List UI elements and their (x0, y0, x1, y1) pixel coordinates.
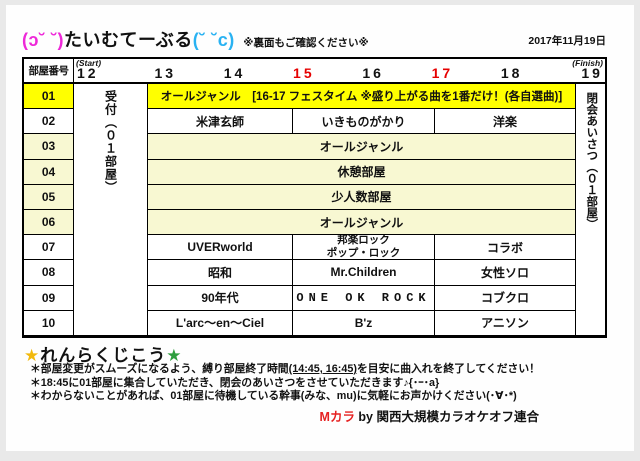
hour-ticks: 12 13 14 15 16 17 18 19 (74, 66, 603, 82)
hour-tick: 15 (293, 65, 315, 81)
slot-cell: L'arc～en～Ciel (148, 310, 293, 336)
slot-cell: 90年代 (148, 285, 293, 311)
room-number-cell: 03 (24, 134, 74, 160)
closing-remarks-column: 閉会あいさつ（０１部屋） (576, 84, 605, 336)
star-icon: ★ (24, 346, 41, 365)
room-number-cell: 09 (24, 285, 74, 311)
room-number-cell: 01 (24, 84, 74, 110)
reception-column: 受付（０１部屋） (74, 84, 148, 336)
room-number-cell: 07 (24, 235, 74, 261)
room-number-cell: 10 (24, 310, 74, 336)
finish-label: (Finish) (572, 59, 603, 68)
slot-cell: いきものがかり (293, 109, 435, 135)
merged-slot-cell: オールジャンル [16-17 フェスタイム ※盛り上がる曲を1番だけ！(各自選曲… (148, 84, 576, 110)
hour-tick: 19 (581, 65, 603, 81)
hour-tick: 18 (500, 65, 523, 81)
room-number-cell: 04 (24, 159, 74, 185)
room-number-cell: 06 (24, 210, 74, 236)
timetable-sheet: (ɔ˘ ˘)たいむてーぶる(˘ ˘c) ※裏面もご確認ください※ 2017年11… (6, 5, 634, 451)
merged-slot-cell: オールジャンル (148, 134, 576, 160)
slot-cell: 洋楽 (435, 109, 576, 135)
hour-tick: 12 (77, 65, 99, 81)
slot-cell: B'z (293, 310, 435, 336)
organizer-credit: Mカラ by 関西大規模カラオケオフ連合 (22, 406, 607, 425)
slot-cell: Mr.Children (293, 260, 435, 286)
slot-cell: 女性ソロ (435, 260, 576, 286)
header: (ɔ˘ ˘)たいむてーぶる(˘ ˘c) ※裏面もご確認ください※ 2017年11… (22, 26, 618, 52)
time-axis-header: (Start) (Finish) 12 13 14 15 16 17 18 19 (74, 59, 605, 84)
room-number-cell: 05 (24, 184, 74, 210)
star-icon: ★ (166, 346, 183, 365)
slot-cell: コブクロ (435, 285, 576, 311)
notes-list: ＊部屋変更がスムーズになるよう、縛り部屋終了時間(14:45, 16:45)を目… (30, 363, 622, 404)
title-text: たいむてーぶる (64, 30, 193, 50)
deadline-times: (14:45, 16:45) (288, 363, 358, 375)
start-finish-labels: (Start) (Finish) (76, 59, 603, 68)
title-emoticon-left: (ɔ˘ ˘) (22, 30, 64, 50)
hour-tick: 17 (431, 65, 454, 81)
room-number-cell: 08 (24, 260, 74, 286)
note-line-3: ＊わからないことがあれば、01部屋に待機している幹事(みな、mu)に気軽にお声か… (30, 390, 517, 403)
slot-cell: ONE OK ROCK (293, 285, 435, 311)
room-number-cell: 02 (24, 109, 74, 135)
start-label: (Start) (76, 59, 102, 68)
room-number-header: 部屋番号 (24, 59, 74, 84)
notes-heading: ★れんらくじこう★ (24, 341, 183, 366)
hour-tick: 14 (223, 65, 246, 81)
brand-name: Mカラ (319, 410, 355, 424)
hour-tick: 16 (362, 65, 384, 81)
merged-slot-cell: 休憩部屋 (148, 159, 576, 185)
slot-cell: UVERworld (148, 235, 293, 261)
back-side-note: ※裏面もご確認ください※ (243, 37, 369, 49)
slot-cell: 米津玄師 (148, 109, 293, 135)
slot-cell: アニソン (435, 310, 576, 336)
credit-text: by 関西大規模カラオケオフ連合 (354, 410, 539, 424)
merged-slot-cell: 少人数部屋 (148, 184, 576, 210)
notes-heading-text: れんらくじこう (40, 346, 167, 365)
timetable-grid: 部屋番号 (Start) (Finish) 12 13 14 15 16 17 18 19 受… (22, 57, 607, 338)
title-emoticon-right: (˘ ˘c) (192, 30, 235, 50)
event-date: 2017年11月19日 (528, 35, 606, 47)
page-title: (ɔ˘ ˘)たいむてーぶる(˘ ˘c) (22, 30, 235, 50)
merged-slot-cell: オールジャンル (148, 210, 576, 236)
note-line-2: ＊18:45に01部屋に集合していただき、閉会のあいさつをさせていただきます♪{… (30, 376, 440, 389)
hour-tick: 13 (154, 65, 177, 81)
slot-cell: 邦楽ロック ポップ・ロック (293, 235, 435, 261)
slot-cell: コラボ (435, 235, 576, 261)
note-line-1: ＊部屋変更がスムーズになるよう、縛り部屋終了時間(14:45, 16:45)を目… (30, 363, 540, 375)
slot-cell: 昭和 (148, 260, 293, 286)
